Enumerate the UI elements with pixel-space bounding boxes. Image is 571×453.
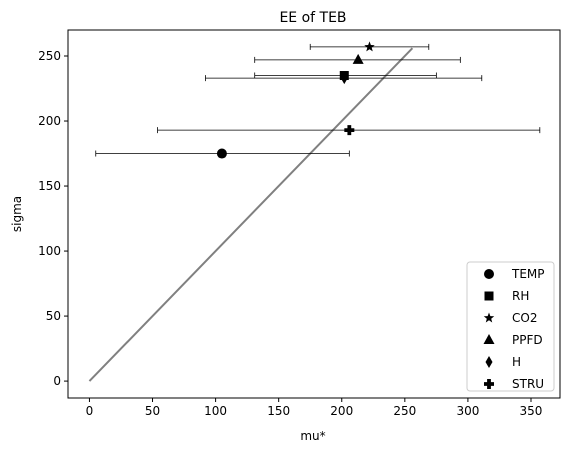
x-tick-label: 0 — [86, 404, 94, 418]
legend-label: STRU — [512, 377, 544, 391]
legend-marker-temp — [484, 269, 494, 279]
legend-marker-rh — [484, 291, 494, 301]
legend-label: RH — [512, 289, 529, 303]
x-tick-label: 200 — [330, 404, 353, 418]
legend-label: PPFD — [512, 333, 543, 347]
x-tick-label: 50 — [145, 404, 160, 418]
y-tick-label: 150 — [38, 179, 61, 193]
y-tick-label: 200 — [38, 114, 61, 128]
plot-area — [88, 41, 541, 382]
x-tick-label: 350 — [520, 404, 543, 418]
reference-line — [88, 47, 414, 382]
legend-marker-stru — [484, 379, 494, 389]
legend-frame — [466, 261, 555, 392]
plot-frame — [67, 29, 561, 399]
y-tick-label: 250 — [38, 49, 61, 63]
x-axis-label: mu* — [300, 429, 325, 443]
chart-title: EE of TEB — [279, 10, 346, 26]
legend-marker-co2 — [483, 312, 495, 323]
data-point-stru — [344, 125, 355, 136]
legend-label: CO2 — [512, 311, 537, 325]
x-tick-label: 300 — [456, 404, 479, 418]
data-point-temp — [216, 148, 227, 159]
y-tick-label: 0 — [53, 374, 61, 388]
x-tick-label: 150 — [267, 404, 290, 418]
legend: TEMP RH CO2 PPFD H STRU — [466, 261, 555, 392]
x-tick-label: 250 — [393, 404, 416, 418]
data-point-h — [340, 72, 348, 85]
legend-label: TEMP — [511, 267, 545, 281]
y-axis-label: sigma — [10, 196, 24, 232]
legend-marker-ppfd — [483, 334, 495, 344]
legend-marker-h — [485, 356, 493, 368]
y-tick-label: 100 — [38, 244, 61, 258]
data-point-ppfd — [352, 53, 364, 64]
y-tick-label: 50 — [46, 309, 61, 323]
data-point-co2 — [364, 41, 375, 52]
x-tick-label: 100 — [204, 404, 227, 418]
legend-label: H — [512, 355, 521, 369]
